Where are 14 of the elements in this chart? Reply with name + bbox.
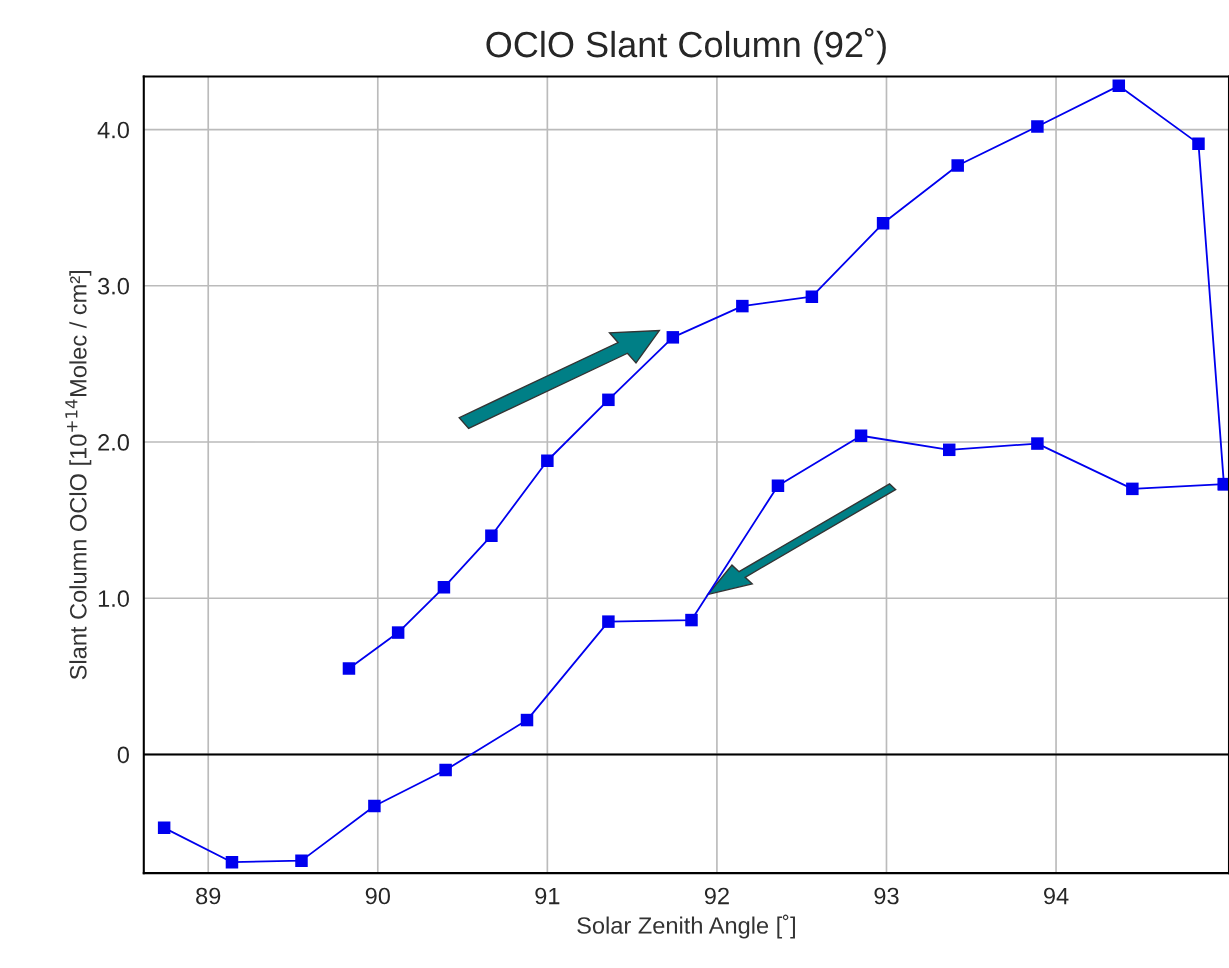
x-tick-label: 94: [1044, 887, 1069, 905]
y-tick-label: 0: [117, 746, 129, 764]
x-tick-label: 90: [365, 887, 390, 905]
x-tick-label: 92: [704, 887, 729, 905]
y-tick-label: 4.0: [97, 121, 129, 139]
x-tick-label: 93: [874, 887, 899, 905]
x-axis-title: Solar Zenith Angle [˚]: [577, 914, 795, 939]
x-tick-label: 89: [196, 887, 221, 905]
chart-title: OClO Slant Column (92˚): [486, 27, 886, 65]
y-axis-title: Slant Column OClO [10$^{+14}$Molec / cm²]: [65, 271, 92, 680]
y-tick-label: 1.0: [98, 590, 129, 607]
x-tick-label: 91: [535, 887, 560, 905]
y-tick-label: 2.0: [98, 434, 129, 451]
y-tick-label: 3.0: [97, 277, 129, 295]
